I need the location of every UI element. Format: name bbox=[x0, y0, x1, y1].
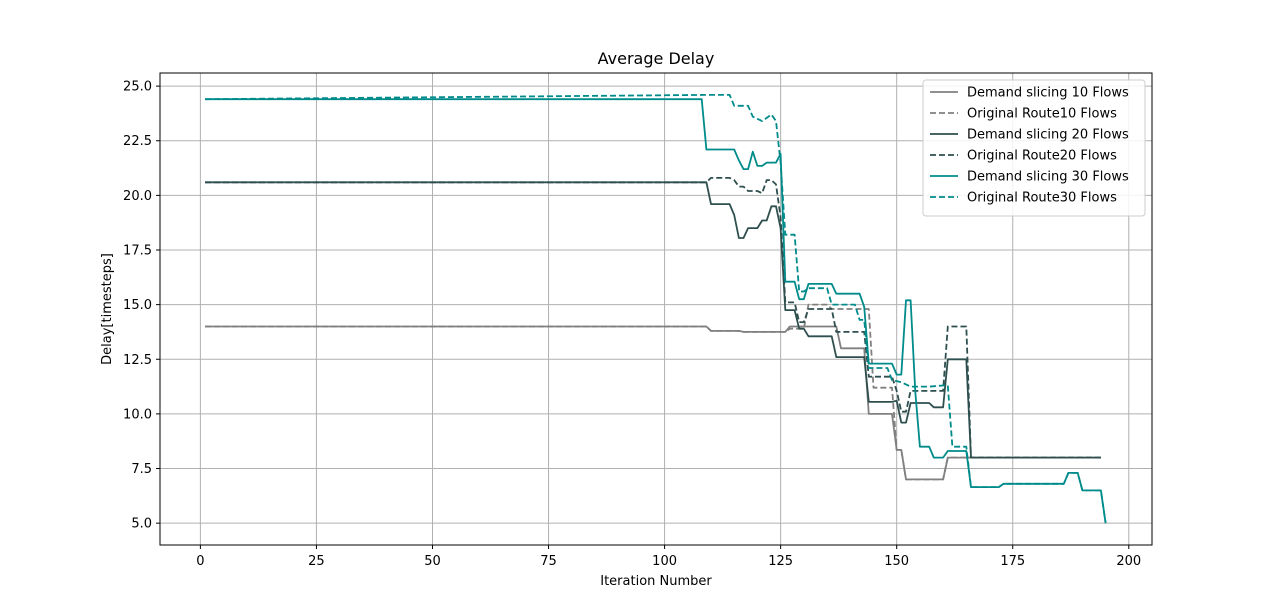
x-axis-title: Iteration Number bbox=[600, 574, 712, 589]
x-tick-label: 100 bbox=[652, 554, 677, 569]
series-line-3 bbox=[205, 181, 1101, 459]
y-axis-title: Delay[timesteps] bbox=[100, 253, 115, 365]
legend-box bbox=[922, 79, 1146, 217]
legend-entry: Demand slicing 20 Flows bbox=[967, 128, 1129, 143]
y-tick-label: 20.0 bbox=[123, 189, 152, 204]
y-tick-label: 25.0 bbox=[123, 80, 152, 95]
y-tick-label: 10.0 bbox=[123, 407, 152, 422]
series-line-2 bbox=[205, 303, 1101, 481]
legend-entry: Demand slicing 10 Flows bbox=[967, 86, 1129, 101]
legend: Demand slicing 10 Flows Original Route10 … bbox=[922, 79, 1146, 217]
legend-entry: Demand slicing 30 Flows bbox=[967, 170, 1129, 185]
x-tick-label: 0 bbox=[196, 554, 204, 569]
y-tick-label: 5.0 bbox=[131, 517, 152, 532]
x-tick-label: 125 bbox=[768, 554, 793, 569]
series-line-4 bbox=[205, 176, 1101, 459]
y-tick-label: 22.5 bbox=[123, 134, 152, 149]
x-tick-label: 150 bbox=[884, 554, 909, 569]
x-tick-label: 175 bbox=[1000, 554, 1025, 569]
series-lines bbox=[204, 94, 1107, 524]
legend-entry: Original Route20 Flows bbox=[967, 149, 1117, 164]
axis-ticks: 0 25 50 75 100 125 150 175 200 5.0 7.5 10.0 12.5 15.0… bbox=[123, 80, 1141, 569]
legend-entry: Original Route10 Flows bbox=[967, 107, 1117, 122]
chart-title: Average Delay bbox=[598, 49, 715, 68]
x-tick-label: 75 bbox=[540, 554, 557, 569]
y-tick-label: 15.0 bbox=[123, 298, 152, 313]
plot-frame bbox=[159, 72, 1153, 546]
x-tick-label: 25 bbox=[308, 554, 325, 569]
y-tick-label: 7.5 bbox=[131, 462, 152, 477]
series-line-6 bbox=[204, 94, 1107, 524]
x-tick-label: 50 bbox=[424, 554, 441, 569]
x-tick-label: 200 bbox=[1116, 554, 1141, 569]
y-tick-label: 12.5 bbox=[123, 353, 152, 368]
y-tick-label: 17.5 bbox=[123, 244, 152, 259]
legend-entry: Original Route30 Flows bbox=[967, 191, 1117, 206]
